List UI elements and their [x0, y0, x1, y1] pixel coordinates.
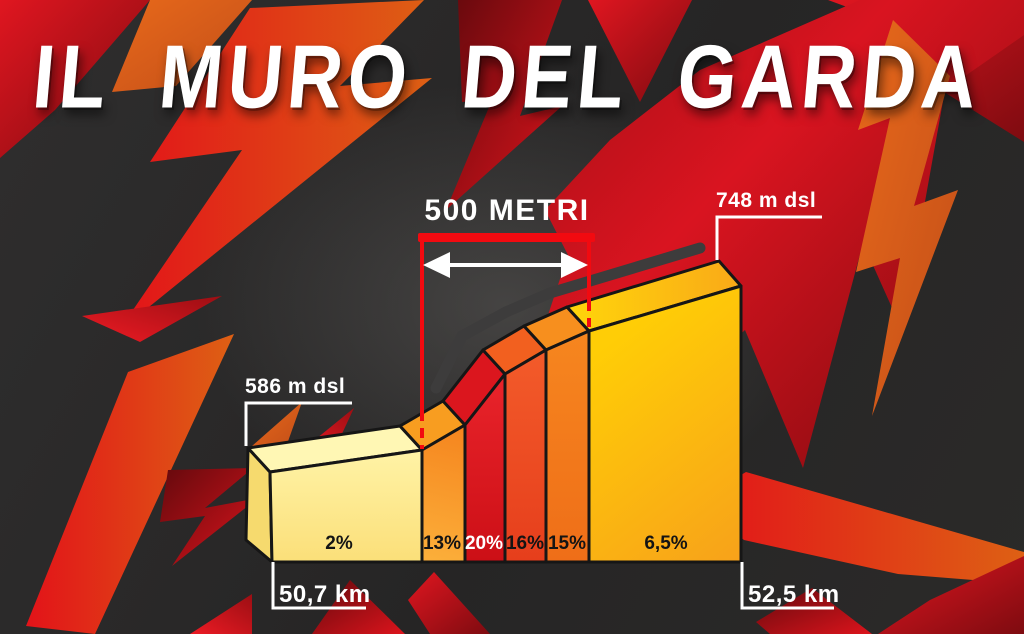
- segment-gradient-label-15pct: 15%: [547, 533, 587, 554]
- measurement-lines: [244, 215, 834, 610]
- segment-face-6-5pct: [587, 284, 743, 564]
- segment-gradient-label-16pct: 16%: [505, 533, 545, 554]
- end-distance-bracket: [740, 562, 834, 610]
- segment-gradient-label-13pct: 13%: [422, 533, 462, 554]
- base-elevation-bracket: [244, 401, 352, 446]
- arrowhead-right-icon: [561, 252, 588, 278]
- poster-title: IL MURO DEL GARDA: [29, 27, 986, 128]
- start-distance-bracket: [271, 562, 366, 610]
- arrowhead-left-icon: [423, 252, 450, 278]
- base-elevation-label: 586 m dsl: [245, 375, 346, 398]
- climb-profile: [244, 259, 743, 564]
- summit-elevation-bracket: [715, 215, 822, 260]
- summit-elevation-label: 748 m dsl: [716, 189, 817, 212]
- start-distance-label: 50,7 km: [279, 581, 371, 608]
- segment-face-15pct: [544, 329, 591, 564]
- ridge-shadow: [430, 242, 706, 394]
- segment-gradient-label-6-5pct: 6,5%: [644, 533, 688, 554]
- end-distance-label: 52,5 km: [748, 581, 840, 608]
- segment-gradient-label-20pct: 20%: [464, 533, 504, 554]
- section-length-label: 500 METRI: [424, 194, 590, 227]
- segment-face-16pct: [503, 348, 548, 564]
- section-length-bar: [418, 233, 595, 242]
- segment-gradient-label-2pct: 2%: [325, 533, 353, 554]
